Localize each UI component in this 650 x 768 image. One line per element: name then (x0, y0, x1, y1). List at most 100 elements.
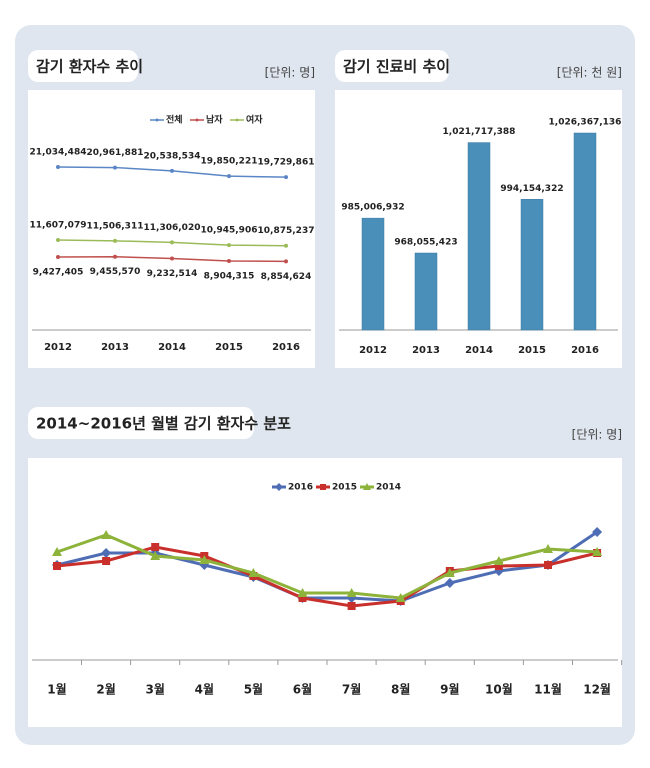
marker (56, 254, 60, 259)
marker (170, 240, 174, 245)
marker (346, 588, 357, 597)
x-tick-label: 2014 (158, 342, 186, 353)
x-tick-label: 2014 (465, 345, 493, 356)
marker (56, 238, 60, 243)
marker (544, 561, 552, 569)
x-tick-label: 2016 (571, 345, 599, 356)
series-line (56, 545, 598, 608)
value-label: 11,607,079 (30, 221, 87, 231)
bar (467, 142, 491, 331)
marker (227, 243, 231, 248)
marker (363, 483, 371, 490)
value-label: 8,904,315 (204, 271, 255, 281)
marker (248, 568, 259, 577)
panel-title: 감기 환자수 추이 (36, 58, 143, 76)
value-label: 19,850,221 (201, 157, 258, 167)
legend-label: 전체 (166, 114, 183, 126)
marker (284, 175, 288, 180)
x-tick-label: 11월 (534, 682, 562, 697)
x-tick-label: 2016 (272, 342, 300, 353)
x-tick-label: 12월 (583, 682, 611, 697)
value-label: 10,945,906 (201, 226, 258, 236)
x-tick-label: 2012 (359, 345, 387, 356)
x-tick-label: 9월 (440, 682, 459, 697)
marker (101, 530, 112, 539)
x-tick-label: 6월 (293, 682, 312, 697)
legend-label: 2015 (332, 483, 357, 493)
marker (102, 557, 111, 565)
value-label: 20,961,881 (87, 148, 144, 158)
value-label: 994,154,322 (500, 184, 563, 194)
marker (227, 174, 231, 179)
value-label: 9,455,570 (90, 267, 141, 277)
bar (573, 132, 597, 331)
unit-label: [단위: 천 원] (557, 65, 622, 80)
marker (444, 568, 455, 577)
bar (520, 199, 544, 331)
marker (235, 118, 239, 122)
marker (113, 165, 117, 170)
marker (284, 243, 288, 248)
marker (543, 544, 553, 553)
x-tick-label: 7월 (342, 682, 361, 697)
marker (320, 484, 326, 490)
marker (101, 548, 112, 558)
x-tick-label: 5월 (244, 682, 263, 697)
title-tab (28, 407, 254, 439)
marker (195, 118, 199, 122)
legend-label: 여자 (246, 114, 263, 126)
value-label: 21,034,484 (30, 148, 87, 158)
marker (199, 555, 210, 564)
marker (113, 254, 117, 259)
x-tick-label: 8월 (391, 682, 410, 697)
marker (170, 256, 174, 261)
marker (592, 547, 603, 556)
value-label: 1,021,717,388 (443, 127, 516, 137)
value-label: 9,232,514 (147, 269, 198, 279)
panel-title: 감기 진료비 추이 (343, 58, 450, 76)
marker (284, 259, 288, 264)
marker (113, 238, 117, 243)
value-label: 8,854,624 (261, 272, 312, 282)
x-tick-label: 2015 (215, 342, 243, 353)
panel (28, 90, 315, 368)
marker (298, 594, 307, 602)
legend-label: 2014 (376, 483, 401, 493)
bar (361, 217, 385, 331)
title-tab (28, 50, 138, 82)
value-label: 9,427,405 (33, 267, 84, 277)
marker (493, 556, 504, 565)
legend-label: 남자 (206, 114, 223, 126)
value-label: 19,729,861 (258, 158, 315, 168)
legend-label: 2016 (288, 483, 313, 493)
unit-label: [단위: 명] (572, 428, 622, 442)
x-tick-label: 10월 (485, 682, 513, 697)
x-tick-label: 1월 (47, 682, 66, 697)
marker (494, 562, 503, 570)
x-tick-label: 4월 (195, 682, 214, 697)
value-label: 1,026,367,136 (549, 118, 622, 128)
value-label: 985,006,932 (341, 203, 404, 213)
x-tick-label: 3월 (146, 682, 165, 697)
title-tab (335, 50, 449, 82)
marker (227, 258, 231, 263)
marker (52, 547, 62, 556)
marker (444, 578, 455, 588)
x-tick-label: 2012 (44, 342, 72, 353)
bar (414, 252, 438, 331)
marker (297, 588, 308, 597)
marker (53, 562, 61, 570)
panel-title: 2014~2016년 월별 감기 환자수 분포 (36, 415, 291, 433)
value-label: 20,538,534 (144, 151, 201, 161)
series-line (56, 533, 598, 600)
marker (151, 543, 160, 551)
value-label: 10,875,237 (258, 226, 315, 236)
marker (56, 165, 60, 169)
marker (347, 602, 356, 610)
marker (275, 483, 283, 491)
x-tick-label: 2013 (412, 345, 440, 356)
marker (150, 551, 161, 560)
x-tick-label: 2월 (96, 682, 115, 697)
